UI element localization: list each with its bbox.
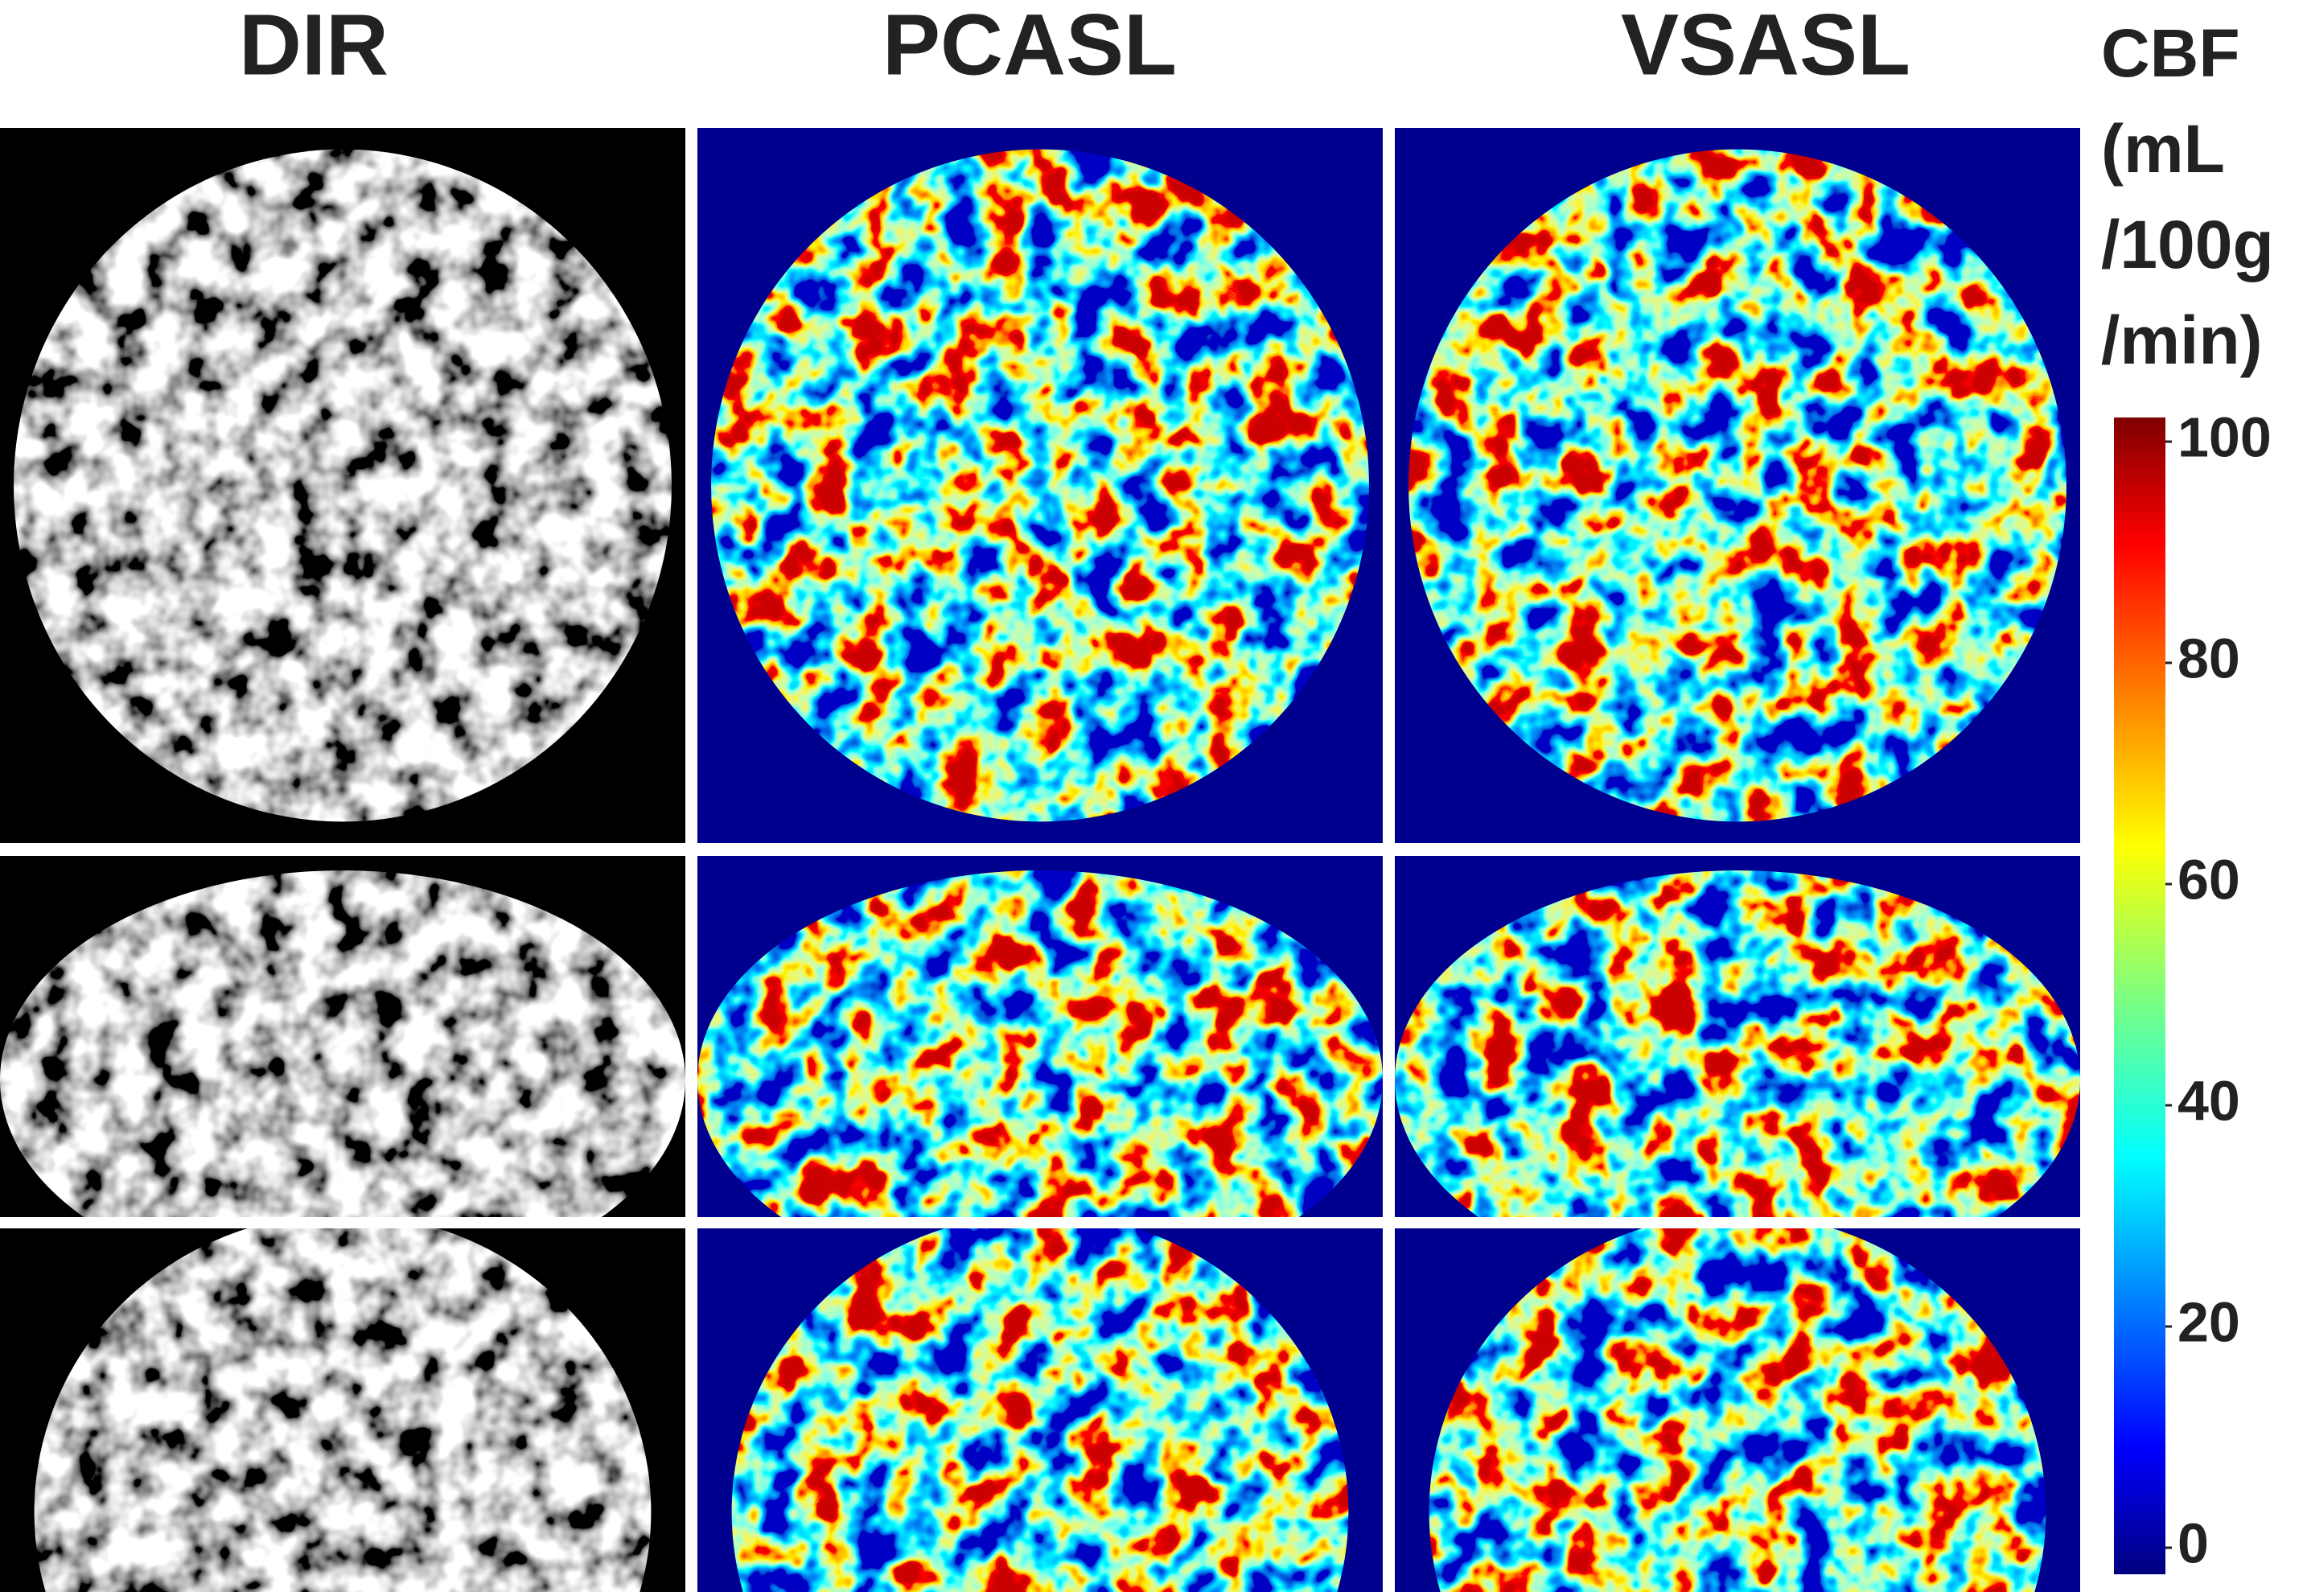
column-title: DIR <box>239 0 389 93</box>
brain <box>711 149 1369 822</box>
image-panel <box>0 1228 685 1592</box>
colorbar <box>2114 418 2165 1574</box>
image-panel <box>697 856 1383 1217</box>
colorbar-tick-label: 0 <box>2177 1512 2209 1574</box>
colorbar-label: /min) <box>2101 302 2263 378</box>
brain-texture <box>0 870 685 1217</box>
colorbar-tick-label: 40 <box>2177 1069 2240 1132</box>
colorbar-tick-label: 80 <box>2177 627 2240 689</box>
brain-texture <box>1395 870 2080 1217</box>
colorbar-label: /100g <box>2101 207 2274 282</box>
image-panel <box>1395 128 2080 843</box>
colorbar-tick-label: 60 <box>2177 848 2240 911</box>
colorbar-tick-label: 100 <box>2177 405 2272 468</box>
brain-texture <box>711 149 1369 822</box>
image-panel <box>1395 1228 2080 1592</box>
brain-texture <box>697 870 1383 1217</box>
colorbar-label: (mL <box>2101 111 2225 187</box>
image-panel <box>697 128 1383 843</box>
image-panel <box>1395 856 2080 1217</box>
brain-texture <box>1408 149 2066 822</box>
brain <box>0 870 685 1217</box>
brain-texture <box>14 149 672 822</box>
column-title: VSASL <box>1621 0 1910 93</box>
image-panel <box>697 1228 1383 1592</box>
brain <box>697 870 1383 1217</box>
brain <box>1408 149 2066 822</box>
image-panel <box>0 128 685 843</box>
column-title: PCASL <box>882 0 1177 93</box>
brain <box>1395 870 2080 1217</box>
image-panel <box>0 856 685 1217</box>
colorbar-label: CBF <box>2101 15 2240 91</box>
brain <box>14 149 672 822</box>
colorbar-tick-label: 20 <box>2177 1290 2240 1353</box>
